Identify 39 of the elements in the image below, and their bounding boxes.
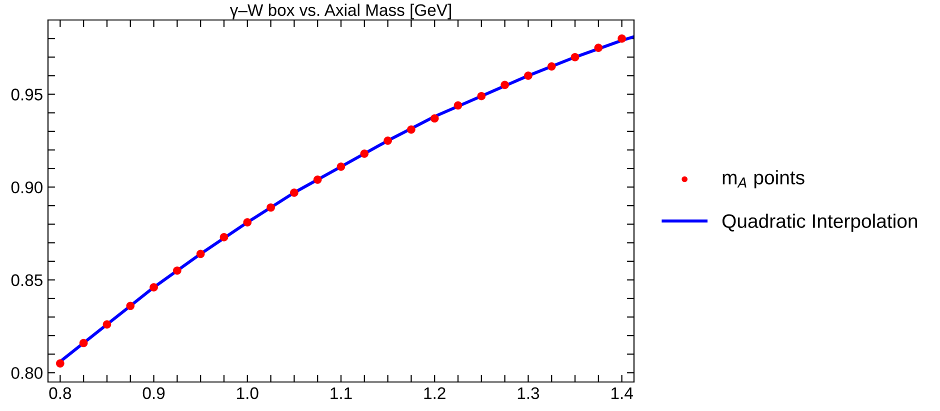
- point: [79, 338, 88, 348]
- point: [266, 203, 275, 212]
- point: [102, 320, 112, 329]
- point: [313, 175, 322, 184]
- point: [243, 218, 252, 227]
- x-tick-label: 1.0: [237, 387, 258, 400]
- point: [384, 136, 392, 145]
- point: [150, 283, 158, 292]
- point: [336, 162, 346, 171]
- point: [173, 266, 182, 275]
- x-tick-label: 1.2: [424, 387, 446, 399]
- point: [360, 149, 369, 158]
- x-tick-label: 1.3: [518, 387, 540, 400]
- chart-title: γ–W box vs. Axial Mass [GeV]: [230, 4, 451, 20]
- legend-label: m$_{A}$ points: [722, 170, 804, 188]
- y-tick-label: 0.80: [11, 367, 42, 379]
- x-tick-label: 1.1: [330, 387, 352, 399]
- y-tick-label: 0.85: [11, 274, 42, 286]
- point: [196, 250, 205, 258]
- point: [618, 34, 626, 43]
- point: [547, 62, 556, 71]
- point: [220, 233, 228, 242]
- point: [500, 80, 509, 90]
- point: [477, 92, 486, 100]
- x-tick-label: 0.9: [142, 387, 165, 400]
- point: [407, 125, 416, 134]
- point: [56, 359, 64, 368]
- y-tick-label: 0.90: [11, 181, 42, 194]
- point: [454, 101, 462, 110]
- x-tick-label: 1.4: [612, 387, 633, 399]
- point: [290, 188, 298, 197]
- point: [430, 114, 439, 123]
- legend-label: Quadratic Interpolation: [722, 214, 918, 232]
- y-tick-label: 0.95: [11, 88, 42, 100]
- point: [594, 44, 603, 52]
- point: [126, 302, 135, 310]
- point: [524, 72, 532, 80]
- point: [570, 52, 580, 62]
- x-tick-label: 0.8: [49, 387, 72, 400]
